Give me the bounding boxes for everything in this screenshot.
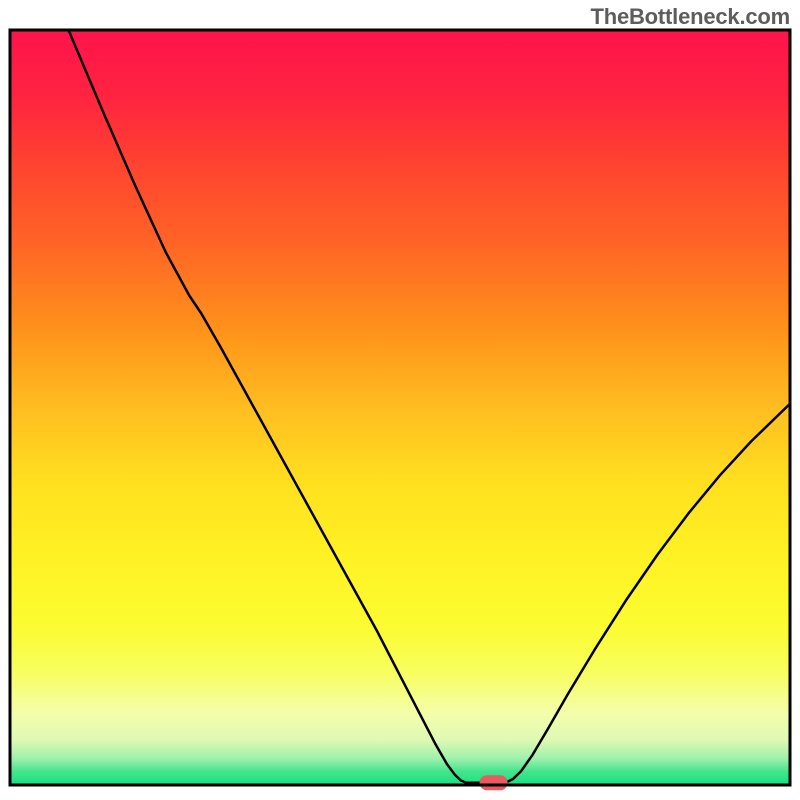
chart-container: TheBottleneck.com — [0, 0, 800, 800]
gradient-background — [10, 30, 790, 785]
attribution-text: TheBottleneck.com — [590, 4, 790, 30]
optimal-marker — [480, 775, 508, 790]
bottleneck-chart — [0, 0, 800, 800]
